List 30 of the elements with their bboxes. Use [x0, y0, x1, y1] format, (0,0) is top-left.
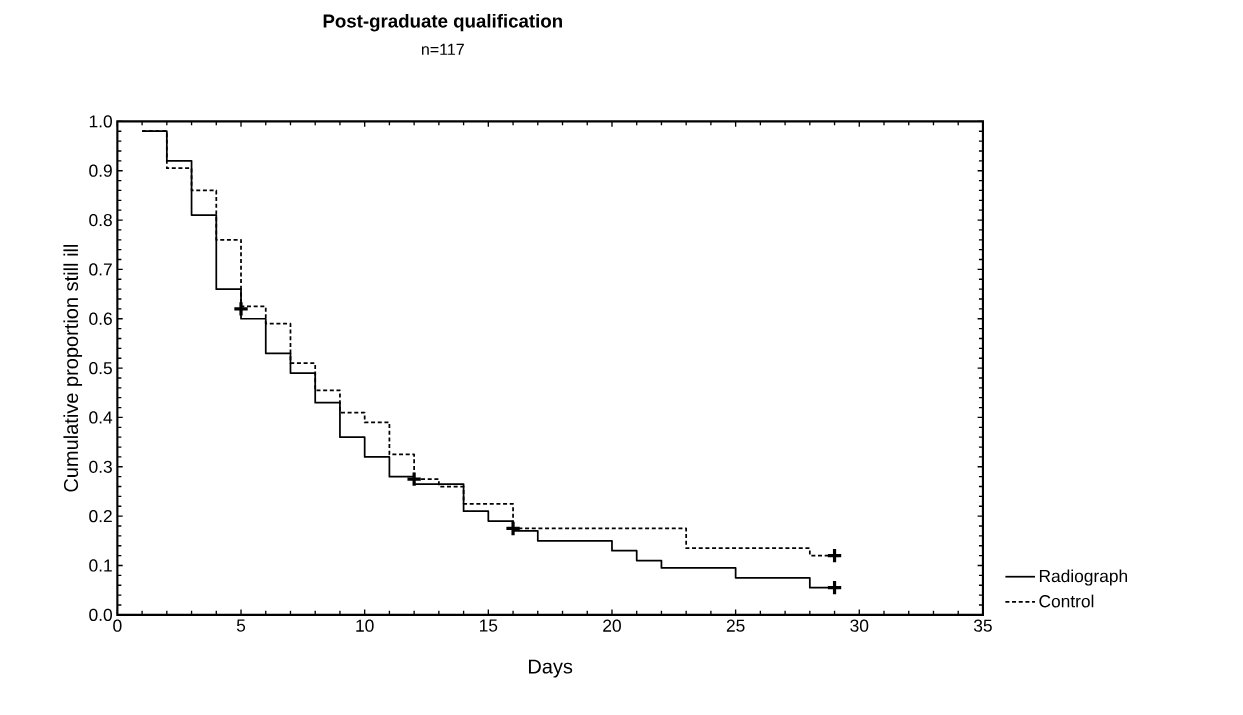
y-tick-label: 0.7 — [89, 263, 112, 276]
x-tick-label: 30 — [850, 619, 869, 632]
point — [826, 579, 843, 597]
y-axis-title: Cumulative proportion still ill — [63, 245, 83, 492]
y-tick-label: 0.8 — [89, 213, 112, 227]
legend-label: Radiograph — [1039, 569, 1128, 586]
y-tick-label: 0.2 — [89, 510, 112, 523]
legend-label: Control — [1039, 594, 1094, 608]
point — [504, 520, 522, 537]
x-tick-label: 35 — [973, 619, 992, 632]
x-tick-label: 0 — [113, 619, 122, 632]
y-tick-label: 0.5 — [89, 362, 112, 375]
chart-subtitle: n=117 — [421, 43, 464, 55]
y-tick-label: 0.1 — [89, 559, 112, 572]
y-tick-label: 0.4 — [89, 411, 113, 424]
x-tick-label: 15 — [480, 619, 498, 632]
x-tick-label: 25 — [726, 619, 745, 632]
x-tick-label: 20 — [603, 619, 621, 632]
x-tick-label: 10 — [356, 619, 374, 632]
point — [232, 300, 250, 318]
y-tick-label: 0.0 — [89, 608, 112, 622]
y-tick-label: 0.9 — [89, 164, 112, 177]
point — [405, 470, 423, 488]
y-tick-label: 1.0 — [89, 115, 112, 128]
y-tick-label: 0.3 — [89, 460, 112, 473]
x-axis-title: Days — [528, 659, 573, 678]
chart-title: Post-graduate qualification — [323, 13, 562, 32]
point — [826, 547, 843, 564]
y-tick-label: 0.6 — [89, 312, 112, 325]
x-tick-label: 5 — [236, 619, 246, 632]
